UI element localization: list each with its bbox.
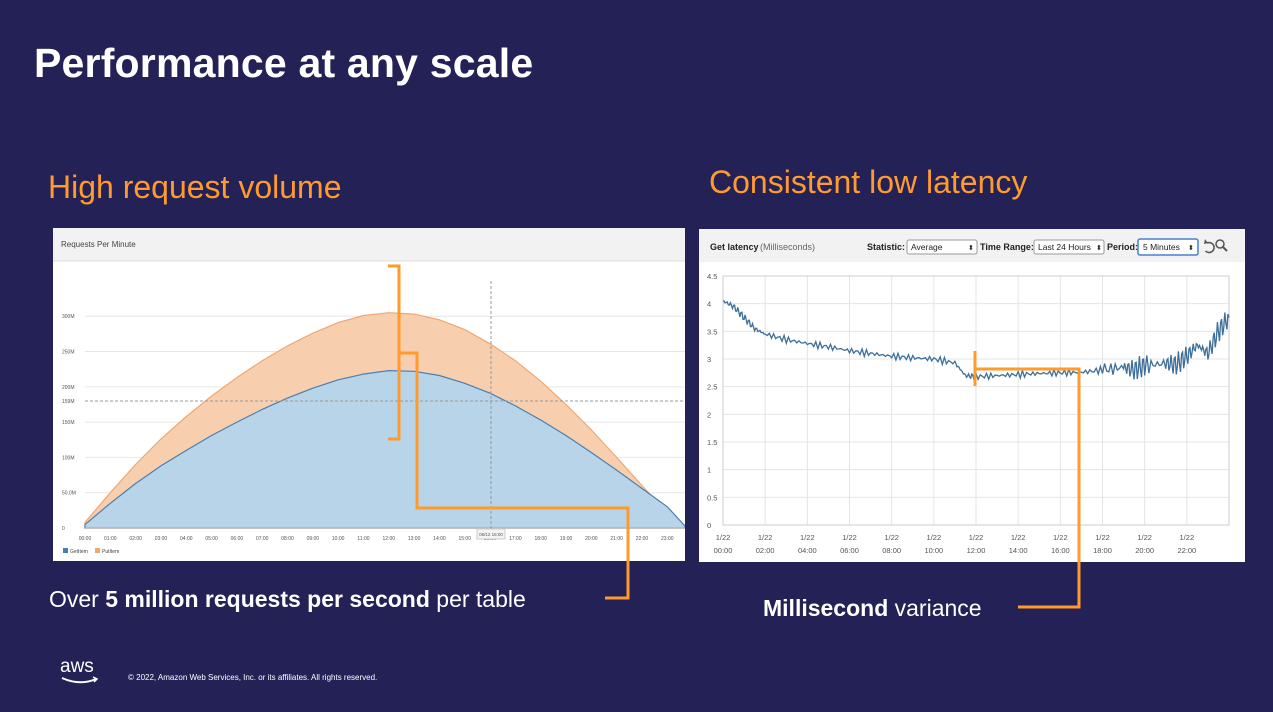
lat-x-tick: 1/22 08:00: [882, 533, 901, 555]
right-subtitle: Consistent low latency: [709, 164, 1028, 200]
lat-x-tick: 1/22 12:00: [967, 533, 986, 555]
lat-y-tick: 3: [707, 355, 711, 364]
lat-x-tick: 1/22 18:00: [1093, 533, 1112, 555]
req-x-tick: 03:00: [155, 536, 168, 542]
period-select[interactable]: [1137, 238, 1199, 256]
req-x-tick: 09:00: [307, 536, 320, 542]
period-chevron-icon: ⬍: [1188, 244, 1194, 252]
lat-y-tick: 4.5: [707, 272, 717, 281]
requests-chart: Requests Per Minute 00:00 01:00 02:00 03:00…: [53, 228, 686, 555]
lat-x-tick: 1/22 22:00: [1177, 533, 1196, 555]
legend-label: GetItem: [70, 549, 88, 555]
statistic-chevron-icon: ⬍: [968, 244, 974, 252]
legend-label: PutItem: [102, 549, 119, 555]
lat-y-tick: 0.5: [707, 493, 717, 502]
req-x-tick: 13:00: [408, 536, 421, 542]
req-x-tick: 06:00: [231, 536, 244, 542]
legend-swatch: [95, 548, 100, 553]
latency-chart-units: (Milliseconds): [760, 242, 815, 252]
requests-chart-title: Requests Per Minute: [61, 240, 136, 249]
req-x-tick: 04:00: [180, 536, 193, 542]
req-x-tick: 08:00: [281, 536, 294, 542]
left-subtitle: High request volume: [48, 169, 342, 205]
copyright-text: © 2022, Amazon Web Services, Inc. or its…: [128, 673, 378, 682]
zoom-icon[interactable]: [1215, 239, 1228, 252]
lat-x-tick: 1/22 16:00: [1051, 533, 1070, 555]
lat-y-tick: 4: [707, 300, 711, 309]
legend-swatch: [63, 548, 68, 553]
req-x-tick: 12:00: [383, 536, 396, 542]
req-x-tick: 15:00: [458, 536, 471, 542]
lat-x-tick: 1/22 20:00: [1135, 533, 1154, 555]
marker-value: 159M: [62, 399, 75, 405]
marker-label-box: [476, 528, 506, 540]
req-x-tick: 01:00: [104, 536, 117, 542]
req-x-tick: 14:00: [433, 536, 446, 542]
lat-y-tick: 1: [707, 466, 711, 475]
req-x-tick: 17:00: [509, 536, 522, 542]
refresh-icon[interactable]: [1204, 239, 1215, 254]
req-y-tick: 100M: [62, 455, 75, 461]
req-x-tick: 20:00: [585, 536, 598, 542]
statistic-value: Average: [911, 242, 943, 252]
req-x-tick: 23:00: [661, 536, 674, 542]
req-y-tick: 0: [62, 526, 65, 532]
req-x-tick: 10:00: [332, 536, 345, 542]
req-x-tick: 07:00: [256, 536, 269, 542]
latency-chart: Get latency (Milliseconds) Statistic: Av…: [699, 229, 1245, 555]
lat-x-tick: 1/22 00:00: [714, 533, 733, 555]
variance-callout-line: [975, 367, 1081, 609]
req-x-tick: 11:00: [357, 536, 369, 542]
req-y-tick: 300M: [62, 314, 75, 320]
lat-x-tick: 1/22 06:00: [840, 533, 859, 555]
req-y-tick: 200M: [62, 385, 75, 391]
lat-y-tick: 2.5: [707, 383, 717, 392]
latency-caption: Millisecond variance: [763, 595, 982, 621]
volume-callout-line: [399, 351, 630, 600]
period-label: Period:: [1107, 242, 1138, 252]
req-x-tick: 19:00: [560, 536, 573, 542]
req-x-tick: 21:00: [610, 536, 623, 542]
lat-x-tick: 1/22 02:00: [756, 533, 775, 555]
lat-x-tick: 1/22 14:00: [1009, 533, 1028, 555]
lat-y-tick: 1.5: [707, 438, 717, 447]
req-x-tick: 22:00: [636, 536, 649, 542]
requests-chart-panel: Requests Per Minute 00:00 01:00 02:00 03:00…: [53, 228, 686, 561]
latency-chart-title: Get latency: [710, 242, 759, 252]
latency-chart-panel: Get latency (Milliseconds) Statistic: Av…: [699, 229, 1245, 562]
lat-y-tick: 3.5: [707, 327, 717, 336]
statistic-label: Statistic:: [867, 242, 905, 252]
req-x-tick: 00:00: [79, 536, 92, 542]
time-range-label: Time Range:: [980, 242, 1034, 252]
req-y-tick: 150M: [62, 420, 75, 426]
lat-x-tick: 1/22 10:00: [924, 533, 943, 555]
lat-y-tick: 0: [707, 521, 711, 530]
time-range-value: Last 24 Hours: [1038, 242, 1091, 252]
time-range-select[interactable]: [1033, 239, 1105, 255]
time-range-chevron-icon: ⬍: [1096, 244, 1102, 252]
aws-logo: aws: [60, 656, 99, 684]
req-y-tick: 250M: [62, 350, 75, 356]
latency-series-line: [722, 300, 1230, 383]
slide-title: Performance at any scale: [34, 40, 534, 86]
lat-x-tick: 1/22 04:00: [798, 533, 817, 555]
volume-caption: Over 5 million requests per second per t…: [49, 586, 526, 612]
req-x-tick: 05:00: [205, 536, 218, 542]
req-x-tick: 02:00: [129, 536, 142, 542]
marker-label: 06/12 16:00: [479, 532, 503, 537]
req-y-tick: 50.0M: [62, 491, 76, 497]
getitem-area: [84, 369, 686, 529]
volume-bracket: [388, 264, 401, 441]
lat-y-tick: 2: [707, 410, 711, 419]
requests-chart-header: [53, 228, 685, 261]
statistic-select[interactable]: [906, 239, 978, 255]
period-value: 5 Minutes: [1143, 242, 1180, 252]
req-x-tick: 18:00: [534, 536, 547, 542]
